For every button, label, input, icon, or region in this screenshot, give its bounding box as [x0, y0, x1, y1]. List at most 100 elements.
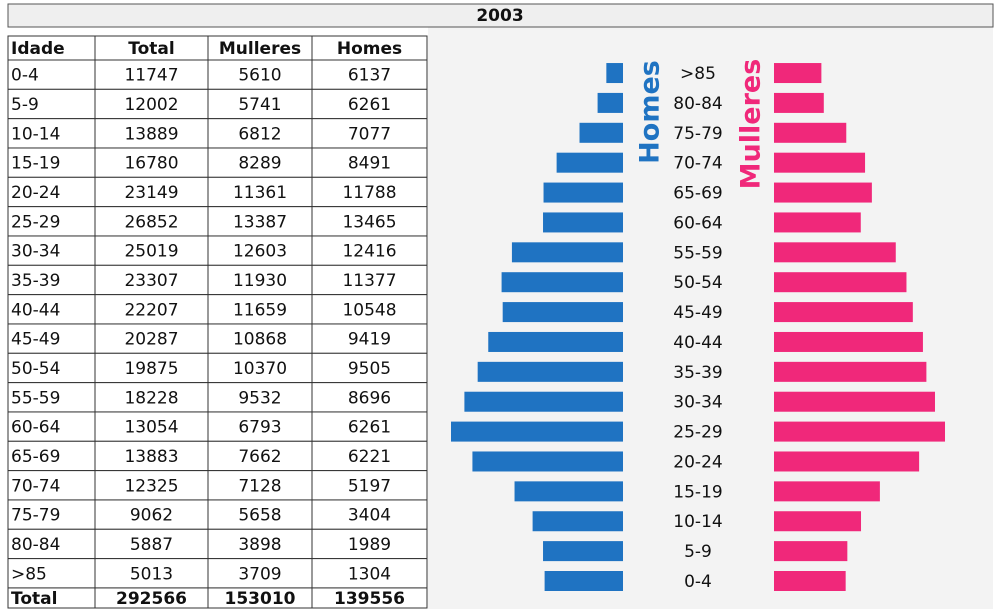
homes-bar	[579, 122, 623, 143]
cell-text: 13387	[233, 212, 287, 232]
cell-text: 9532	[238, 388, 281, 408]
table-cell	[94, 294, 209, 325]
homes-label: Homes	[635, 60, 666, 164]
age-label: 75-79	[673, 124, 722, 144]
age-label: 65-69	[673, 184, 722, 204]
cell-text: 18228	[124, 388, 178, 408]
cell-text: >85	[11, 564, 47, 584]
cell-text: 5658	[238, 506, 281, 526]
mulleres-bar	[774, 541, 848, 562]
homes-bar	[514, 481, 623, 502]
age-label: 70-74	[673, 154, 722, 174]
cell-text: 70-74	[11, 476, 60, 496]
table-cell	[7, 59, 96, 90]
cell-text: 6812	[238, 124, 281, 144]
table-cell	[207, 235, 313, 266]
cell-text: 7077	[348, 124, 391, 144]
age-label: >85	[680, 64, 716, 84]
cell-text: 35-39	[11, 271, 60, 291]
cell-text: 8696	[348, 388, 391, 408]
table-cell	[311, 587, 428, 609]
mulleres-bar	[774, 272, 907, 293]
homes-bar	[472, 451, 623, 472]
homes-bar	[511, 242, 623, 263]
table-cell	[207, 528, 313, 560]
mulleres-bar	[774, 361, 927, 382]
table-cell	[311, 176, 428, 208]
table-cell	[311, 558, 428, 589]
cell-text: 7662	[238, 447, 281, 467]
cell-text: 50-54	[11, 359, 60, 379]
cell-text: 12325	[124, 476, 178, 496]
cell-text: 9505	[348, 359, 391, 379]
table-cell	[7, 470, 96, 501]
cell-text: 11788	[342, 183, 396, 203]
table-cell	[94, 235, 209, 266]
cell-text: 12603	[233, 242, 287, 262]
cell-text: 5887	[130, 535, 173, 555]
cell-text: 13054	[124, 418, 178, 438]
cell-text: 75-79	[11, 506, 60, 526]
table-cell	[311, 470, 428, 501]
table-cell	[311, 147, 428, 178]
mulleres-bar	[774, 571, 846, 591]
table-cell	[311, 382, 428, 413]
cell-text: 25-29	[11, 212, 60, 232]
cell-text: 12416	[342, 242, 396, 262]
homes-bar	[543, 541, 623, 562]
cell-text: 11659	[233, 300, 287, 320]
table-cell	[7, 264, 96, 296]
age-label: 10-14	[673, 512, 722, 532]
table-cell	[311, 59, 428, 90]
cell-text: 16780	[124, 154, 178, 174]
mulleres-bar	[774, 92, 824, 113]
mulleres-bar	[774, 63, 822, 84]
homes-bar	[543, 182, 623, 203]
mulleres-bar	[774, 212, 861, 233]
cell-text: 1304	[348, 564, 391, 584]
table-cell	[311, 528, 428, 560]
table-cell	[7, 382, 96, 413]
mulleres-bar	[774, 451, 920, 472]
cell-text: 19875	[124, 359, 178, 379]
table-cell	[311, 235, 428, 266]
table-cell	[94, 323, 209, 354]
table-cell	[7, 440, 96, 472]
table-cell	[311, 352, 428, 384]
homes-bar	[488, 331, 623, 352]
homes-bar	[477, 361, 623, 382]
cell-text: 6137	[348, 66, 391, 86]
cell-text: 10370	[233, 359, 287, 379]
homes-bar	[543, 212, 623, 233]
mulleres-bar	[774, 421, 946, 442]
table-cell	[311, 206, 428, 237]
table-cell	[311, 264, 428, 296]
cell-text: 6261	[348, 95, 391, 115]
cell-text: 11930	[233, 271, 287, 291]
table-cell	[7, 147, 96, 178]
cell-text: 13883	[124, 447, 178, 467]
cell-text: 6221	[348, 447, 391, 467]
cell-text: 22207	[124, 300, 178, 320]
cell-text: 10548	[342, 300, 396, 320]
table-cell	[7, 323, 96, 354]
mulleres-bar	[774, 331, 923, 352]
age-label: 0-4	[684, 572, 712, 592]
age-label: 20-24	[673, 452, 722, 472]
homes-bar	[501, 272, 623, 293]
cell-text: 13889	[124, 124, 178, 144]
header-text: Idade	[11, 39, 65, 59]
table-cell	[207, 470, 313, 501]
cell-text: 1989	[348, 535, 391, 555]
homes-bar	[464, 391, 623, 412]
table-cell	[94, 59, 209, 90]
table-cell	[94, 558, 209, 589]
table-cell	[311, 294, 428, 325]
table-cell	[94, 470, 209, 501]
cell-text: 5197	[348, 476, 391, 496]
table-cell	[7, 294, 96, 325]
table-cell	[207, 558, 313, 589]
table-cell	[94, 118, 209, 149]
